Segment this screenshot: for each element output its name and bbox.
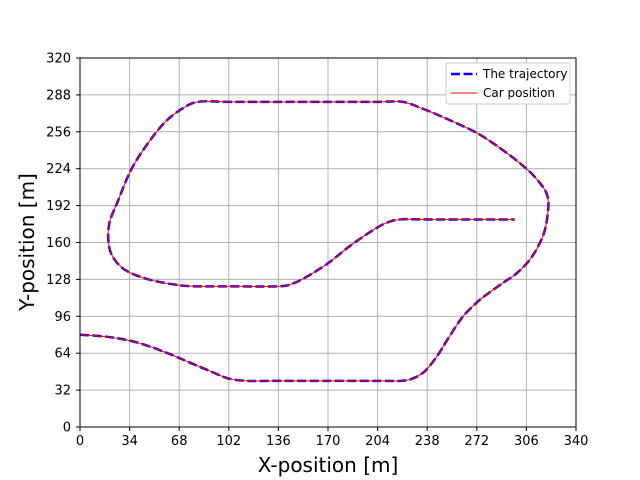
y-tick-label: 160 <box>46 236 71 251</box>
x-axis-label: X-position [m] <box>258 453 399 477</box>
legend-label-trajectory: The trajectory <box>482 67 568 81</box>
x-tick-label: 306 <box>514 434 539 449</box>
legend: The trajectory Car position <box>445 62 571 105</box>
y-axis-label: Y-position [m] <box>15 173 39 312</box>
series-line-0 <box>79 100 550 383</box>
x-tick-label: 34 <box>121 434 138 449</box>
y-tick-label: 32 <box>54 384 71 399</box>
x-tick-label: 204 <box>365 434 390 449</box>
series-line-1 <box>79 100 549 382</box>
y-tick-label: 256 <box>46 125 71 140</box>
x-tick-label: 272 <box>464 434 489 449</box>
grid <box>79 57 577 428</box>
legend-label-car-position: Car position <box>483 86 555 100</box>
x-tick-label: 136 <box>266 434 291 449</box>
y-tick-label: 224 <box>46 162 71 177</box>
y-tick-label: 0 <box>63 421 71 436</box>
y-tick-label: 96 <box>54 310 71 325</box>
y-tick-label: 128 <box>46 273 71 288</box>
x-tick-label: 102 <box>216 434 241 449</box>
x-tick-label: 238 <box>415 434 440 449</box>
y-tick-label: 192 <box>46 199 71 214</box>
x-tick-label: 340 <box>564 434 589 449</box>
series-layer <box>79 100 550 383</box>
x-tick-label: 0 <box>76 434 84 449</box>
x-tick-label: 68 <box>171 434 188 449</box>
y-tick-label: 288 <box>46 88 71 103</box>
x-tick-label: 170 <box>316 434 341 449</box>
ticks: 0 34 68 102 136 170 204 238 272 306 340 0 32 64 96 128 1… <box>46 52 588 450</box>
y-tick-label: 320 <box>46 52 71 67</box>
y-tick-label: 64 <box>54 347 71 362</box>
